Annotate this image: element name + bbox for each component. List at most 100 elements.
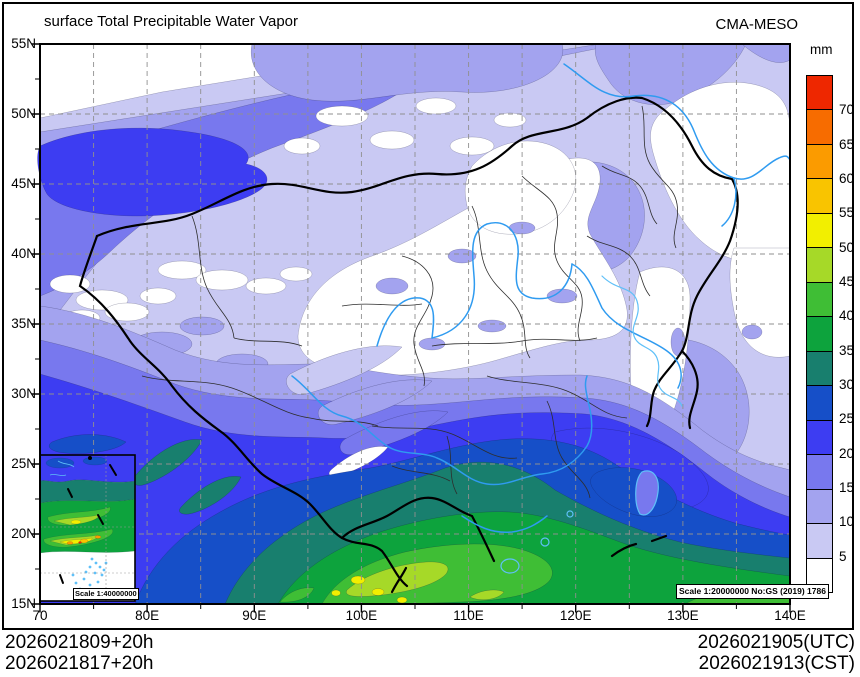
- contour-region: [245, 277, 287, 295]
- colorbar-cell-25-30: [807, 385, 832, 420]
- inset-boundary-dashes: [59, 464, 117, 584]
- contour-region: [350, 575, 366, 585]
- inset-region: [66, 541, 74, 545]
- dry-regions: [49, 82, 791, 437]
- lat-major-ticks: [31, 43, 40, 605]
- contour-region: [418, 337, 446, 351]
- contour-region: [493, 112, 527, 128]
- yellow-river: [376, 297, 435, 347]
- colorbar-tick-label: 35: [839, 342, 855, 358]
- colorbar-tick-label: 65: [839, 136, 855, 152]
- contour-region: [104, 302, 150, 322]
- lon-label-100E: 100E: [345, 608, 378, 623]
- small-island: [566, 510, 574, 518]
- contour-region: [157, 260, 207, 280]
- contour-region: [283, 137, 321, 155]
- lat-label-50N: 50N: [11, 106, 36, 121]
- lat-label-30N: 30N: [11, 386, 36, 401]
- colorbar-cell-50-55: [807, 212, 832, 248]
- contour-region: [317, 379, 433, 425]
- colorbar-cell-65-70: [807, 109, 832, 144]
- contour-region: [464, 140, 577, 235]
- map-scale-note: Scale 1:20000000 No:GS (2019) 1786: [676, 584, 829, 599]
- contour-region: [449, 136, 495, 156]
- hainan-island: [500, 558, 520, 574]
- yellow-river: [571, 263, 682, 389]
- contour-region: [279, 266, 313, 282]
- colorbar-tick-label: 25: [839, 411, 855, 427]
- contour-region: [49, 274, 91, 294]
- colorbar-tick-label: 15: [839, 480, 855, 495]
- colorbar-tick-label: 50: [839, 239, 855, 255]
- colorbar-tick-label: 20: [839, 445, 855, 461]
- contour-region: [315, 105, 369, 127]
- yellow-river: [431, 222, 573, 339]
- inset-region: [79, 538, 89, 544]
- lat-label-15N: 15N: [11, 596, 36, 611]
- colorbar-cell-gt70: [807, 76, 832, 110]
- inset-region: [39, 479, 136, 504]
- inset-map: [39, 454, 136, 602]
- valid-time-utc: 2026021905(UTC): [697, 632, 855, 653]
- lon-label-130E: 130E: [667, 608, 699, 623]
- contour-region: [37, 127, 268, 217]
- inset-region: [82, 456, 108, 466]
- lon-label-110E: 110E: [453, 608, 484, 623]
- map-svg: [31, 43, 791, 613]
- contour-region: [179, 316, 225, 336]
- colorbar-tick-label: 70: [839, 102, 855, 118]
- lat-label-20N: 20N: [11, 526, 36, 541]
- contour-region: [469, 589, 505, 600]
- inset-region: [70, 519, 82, 525]
- lon-label-140E: 140E: [774, 608, 806, 623]
- colorbar-tick-label: 45: [839, 274, 855, 289]
- lon-major-ticks: [39, 604, 791, 613]
- page-title: surface Total Precipitable Water Vapor: [44, 13, 299, 30]
- small-island: [540, 537, 550, 547]
- lon-label-90E: 90E: [242, 608, 267, 623]
- contour-region: [477, 319, 507, 333]
- colorbar-cell-35-40: [807, 316, 832, 351]
- inset-coast: [49, 460, 75, 476]
- inset-dot: [88, 456, 92, 460]
- contour-region: [279, 587, 315, 603]
- bohai-coast: [601, 275, 683, 407]
- coastlines: [500, 275, 683, 574]
- contour-region: [179, 476, 242, 515]
- contour-region: [594, 43, 747, 105]
- lon-label-70: 70: [32, 608, 48, 623]
- colorbar-tick-label: 55: [839, 205, 855, 221]
- axis-ticks: [31, 43, 791, 613]
- lon-label-80E: 80E: [135, 608, 160, 623]
- graticule-grid: [40, 44, 790, 604]
- contour-region: [195, 269, 249, 291]
- colorbar-cell-10-15: [807, 488, 832, 524]
- colorbar-cell-55-60: [807, 178, 832, 213]
- colorbar-unit: mm: [810, 42, 833, 57]
- contour-region: [375, 277, 409, 295]
- contour-region: [371, 588, 385, 596]
- contour-region: [331, 589, 341, 597]
- colorbar-cell-30-35: [807, 350, 832, 386]
- amur-tributary: [721, 177, 737, 227]
- contour-region: [415, 97, 457, 115]
- run-time-utc: 2026021809+20h: [5, 632, 154, 653]
- colorbar-tick-label: 10: [839, 514, 855, 530]
- lat-label-55N: 55N: [11, 36, 36, 51]
- country-borders: [78, 96, 739, 588]
- contour-region: [250, 43, 564, 102]
- island-marks: [390, 534, 668, 594]
- inset-grid: [40, 455, 135, 601]
- inset-scale-note: Scale 1:40000000: [73, 588, 139, 600]
- colorbar: [806, 75, 833, 593]
- colorbar-cell-40-45: [807, 281, 832, 317]
- lat-label-35N: 35N: [11, 316, 36, 331]
- colorbar-tick-label: 5: [839, 548, 847, 564]
- lon-minor-ticks: [93, 604, 737, 609]
- contour-region: [139, 287, 177, 305]
- lat-minor-ticks: [35, 78, 40, 570]
- province-borders: [141, 105, 678, 499]
- inset-region: [78, 541, 82, 544]
- contour-region: [48, 434, 127, 454]
